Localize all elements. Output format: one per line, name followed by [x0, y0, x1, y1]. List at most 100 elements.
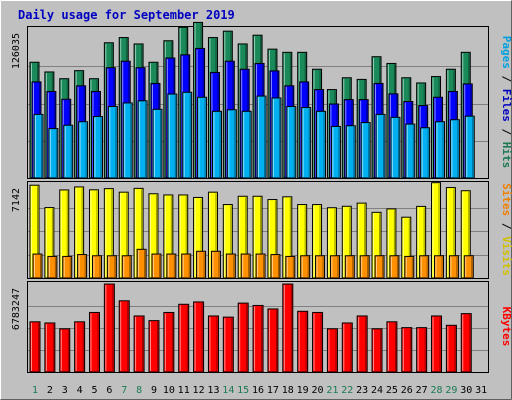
x-tick-label: 4	[77, 385, 83, 396]
x-tick-label: 30	[460, 385, 472, 396]
x-tick-label: 7	[121, 385, 127, 396]
x-tick-label: 19	[297, 385, 309, 396]
panel-side-label: Pages / Files / Hits	[500, 36, 512, 169]
x-tick-label: 6	[106, 385, 112, 396]
bar-pages-day-9	[152, 108, 163, 179]
x-tick-label: 1	[32, 385, 38, 396]
bar-sites-day-13	[210, 250, 221, 279]
bar-kbytes-day-20	[312, 311, 324, 373]
bar-pages-day-26	[405, 123, 416, 179]
bar-sites-day-20	[315, 255, 326, 279]
bar-pages-day-30	[464, 115, 475, 179]
bar-kbytes-day-16	[252, 304, 264, 373]
x-tick-label: 25	[386, 385, 398, 396]
chart-panels: 126035 Pages / Files / Hits 7142 Sites / Vi…	[11, 21, 512, 373]
bar-sites-day-7	[121, 255, 132, 279]
bar-kbytes-day-2	[44, 322, 56, 373]
bar-sites-day-14	[225, 253, 236, 279]
x-tick-label: 31	[475, 385, 487, 396]
bar-sites-day-16	[255, 253, 266, 279]
bar-pages-day-15	[241, 110, 252, 179]
bar-kbytes-day-15	[237, 302, 249, 373]
x-tick-label: 12	[193, 385, 205, 396]
bar-pages-day-22	[345, 125, 356, 179]
x-tick-label: 28	[430, 385, 442, 396]
bar-sites-day-28	[434, 255, 445, 279]
panel-max-label: 6783247	[11, 288, 22, 330]
x-axis-day-labels: 1 2 3 4 5 6 7 8 9 10 11 12 13 14 15 16 17 18 19 20 21 22 23 24 2…	[32, 385, 487, 396]
bar-kbytes-day-4	[74, 321, 86, 373]
bar-sites-day-10	[166, 253, 177, 279]
bar-pages-day-5	[92, 116, 103, 179]
bar-pages-day-8	[137, 100, 148, 179]
panel-side-label: KBytes	[500, 307, 512, 347]
bar-visits-day-27	[416, 205, 427, 279]
x-tick-label: 17	[267, 385, 279, 396]
bar-pages-day-12	[197, 96, 208, 179]
bar-pages-day-6	[107, 105, 118, 179]
x-tick-label: 15	[237, 385, 249, 396]
panel-visits: 7142 Sites / Visits	[11, 181, 512, 279]
x-tick-label: 26	[401, 385, 413, 396]
x-tick-label: 10	[163, 385, 175, 396]
bar-kbytes-day-22	[341, 322, 353, 373]
bar-sites-day-18	[285, 255, 296, 279]
bar-pages-day-20	[316, 110, 327, 179]
x-tick-label: 8	[136, 385, 142, 396]
x-tick-label: 16	[252, 385, 264, 396]
bar-sites-day-26	[404, 255, 415, 279]
x-tick-label: 27	[416, 385, 428, 396]
bar-pages-day-10	[167, 93, 178, 179]
x-tick-label: 29	[445, 385, 457, 396]
bar-kbytes-day-28	[431, 315, 443, 373]
bar-kbytes-day-29	[445, 324, 457, 373]
bar-pages-day-13	[211, 110, 222, 179]
bar-sites-day-8	[136, 248, 147, 279]
bar-kbytes-day-23	[356, 315, 368, 373]
bar-sites-day-9	[151, 253, 162, 279]
bar-sites-day-21	[329, 255, 340, 279]
bar-sites-day-30	[463, 255, 474, 279]
bar-pages-day-21	[330, 125, 341, 179]
bar-pages-day-27	[420, 127, 431, 179]
bar-pages-day-1	[33, 113, 44, 179]
x-tick-label: 3	[62, 385, 68, 396]
bar-sites-day-3	[62, 255, 73, 279]
bar-kbytes-day-25	[386, 321, 398, 373]
bar-pages-day-7	[122, 102, 133, 179]
bar-sites-day-2	[47, 255, 58, 279]
bar-sites-day-25	[389, 255, 400, 279]
bar-kbytes-day-6	[103, 283, 115, 373]
bar-pages-day-2	[48, 128, 59, 179]
bar-kbytes-day-18	[282, 283, 294, 373]
x-tick-label: 24	[371, 385, 383, 396]
bar-sites-day-4	[77, 254, 88, 279]
bar-pages-day-11	[182, 91, 193, 179]
bar-pages-day-23	[360, 122, 371, 179]
chart-title: Daily usage for September 2019	[18, 8, 235, 22]
bar-pages-day-3	[63, 124, 74, 179]
bar-kbytes-day-27	[416, 327, 428, 373]
x-tick-label: 11	[178, 385, 190, 396]
bar-kbytes-day-30	[460, 313, 472, 373]
bar-sites-day-29	[448, 255, 459, 279]
panel-requests: 126035 Pages / Files / Hits	[11, 21, 512, 179]
bar-pages-day-19	[301, 107, 312, 179]
bar-pages-day-18	[286, 105, 297, 179]
bar-pages-day-17	[271, 97, 282, 179]
x-tick-label: 20	[312, 385, 324, 396]
bar-kbytes-day-21	[326, 328, 338, 373]
bar-kbytes-day-9	[148, 320, 160, 373]
bar-sites-day-11	[181, 253, 192, 279]
panel-kbytes: 6783247 KBytes	[11, 281, 512, 373]
bar-pages-day-28	[435, 121, 446, 179]
bar-kbytes-day-19	[297, 310, 309, 373]
x-tick-label: 21	[326, 385, 338, 396]
x-tick-label: 23	[356, 385, 368, 396]
bar-kbytes-day-24	[371, 328, 383, 373]
bar-sites-day-19	[300, 255, 311, 279]
bar-sites-day-24	[374, 255, 385, 279]
bar-kbytes-day-5	[88, 311, 100, 373]
bar-kbytes-day-8	[133, 315, 145, 373]
